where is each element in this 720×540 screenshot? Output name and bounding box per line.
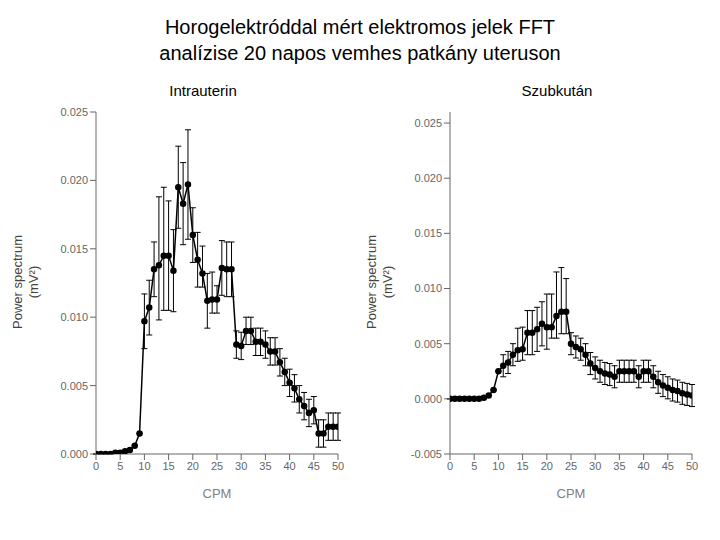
svg-text:-0.005: -0.005	[411, 448, 442, 460]
svg-text:35: 35	[613, 460, 625, 472]
svg-text:0.010: 0.010	[414, 282, 442, 294]
svg-text:10: 10	[492, 460, 504, 472]
svg-text:5: 5	[117, 460, 123, 472]
svg-text:45: 45	[662, 460, 674, 472]
svg-text:25: 25	[211, 460, 223, 472]
svg-text:35: 35	[259, 460, 271, 472]
svg-text:0.005: 0.005	[414, 338, 442, 350]
svg-text:10: 10	[138, 460, 150, 472]
svg-text:0.005: 0.005	[60, 380, 88, 392]
html-text:analízise 20 napos vemhes patk: analízise 20 napos vemhes patkány uterus…	[159, 42, 561, 64]
svg-text:5: 5	[471, 460, 477, 472]
svg-text:20: 20	[187, 460, 199, 472]
svg-text:CPM: CPM	[203, 486, 232, 501]
html-text:Power spectrum (mV²): Power spectrum (mV²)	[10, 235, 41, 329]
svg-text:0.020: 0.020	[60, 174, 88, 186]
html-text:Szubkután: Szubkután	[521, 82, 593, 99]
svg-text:0: 0	[93, 460, 99, 472]
html-text:Horogelektróddal mért elektrom: Horogelektróddal mért elektromos jelek F…	[164, 16, 556, 38]
svg-text:40: 40	[283, 460, 295, 472]
svg-text:0.010: 0.010	[60, 311, 88, 323]
svg-text:20: 20	[541, 460, 553, 472]
svg-text:0.015: 0.015	[60, 243, 88, 255]
svg-text:40: 40	[637, 460, 649, 472]
svg-text:25: 25	[565, 460, 577, 472]
svg-text:50: 50	[686, 460, 698, 472]
svg-text:0.000: 0.000	[414, 393, 442, 405]
html-text:Power spectrum (mV²): Power spectrum (mV²)	[364, 235, 395, 329]
svg-text:30: 30	[589, 460, 601, 472]
svg-text:0.025: 0.025	[60, 106, 88, 118]
svg-text:CPM: CPM	[557, 486, 586, 501]
svg-text:0.015: 0.015	[414, 227, 442, 239]
html-text:Intrauterin: Intrauterin	[169, 82, 237, 99]
svg-text:45: 45	[308, 460, 320, 472]
svg-text:0: 0	[447, 460, 453, 472]
svg-text:0.000: 0.000	[60, 448, 88, 460]
svg-text:15: 15	[516, 460, 528, 472]
svg-text:0.020: 0.020	[414, 172, 442, 184]
svg-text:30: 30	[235, 460, 247, 472]
svg-text:50: 50	[332, 460, 344, 472]
svg-text:15: 15	[162, 460, 174, 472]
svg-text:0.025: 0.025	[414, 117, 442, 129]
